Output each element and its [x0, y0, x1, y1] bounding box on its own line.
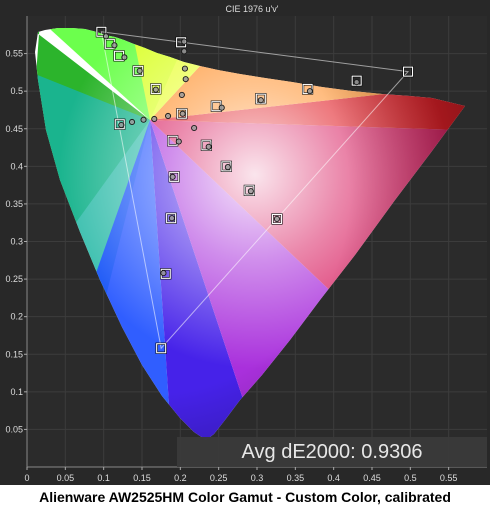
target-square — [156, 343, 167, 354]
measured-point — [179, 110, 186, 117]
data-marks — [95, 26, 414, 354]
measured-point — [182, 76, 189, 83]
target-square — [271, 213, 282, 224]
y-tick-label: 0.35 — [5, 199, 23, 209]
x-tick-label: 0.05 — [57, 473, 75, 483]
measured-point — [160, 270, 167, 277]
measured-point — [224, 164, 231, 171]
target-square — [402, 66, 414, 77]
measured-point — [178, 91, 185, 98]
chart-title: CIE 1976 u'v' — [226, 4, 279, 14]
target-square — [166, 213, 177, 224]
axis-ticks: 0 0.05 0.1 0.15 0.2 0.25 0.3 0.35 0.4 0.45 0.5 0.55… — [5, 16, 487, 483]
measured-point — [121, 54, 128, 61]
chart-svg: 0 0.05 0.1 0.15 0.2 0.25 0.3 0.35 0.4 0.45 0.5 0.55… — [5, 4, 487, 483]
avg-de-annotation: Avg dE2000: 0.9306 — [177, 437, 487, 467]
y-tick-label: 0.25 — [5, 274, 23, 284]
chart-caption: Alienware AW2525HM Color Gamut - Custom … — [0, 485, 490, 510]
target-square — [114, 119, 125, 130]
x-tick-label: 0.2 — [174, 473, 187, 483]
measured-point — [118, 121, 125, 129]
chart-area: 0 0.05 0.1 0.15 0.2 0.25 0.3 0.35 0.4 0.45 0.5 0.55… — [0, 0, 490, 485]
y-tick-label: 0.45 — [5, 124, 23, 134]
measured-point — [151, 115, 158, 123]
y-tick-label: 0.55 — [5, 49, 23, 59]
target-square — [221, 161, 232, 172]
measured-point — [136, 67, 143, 74]
measured-point — [218, 104, 225, 111]
measured-point — [152, 86, 159, 93]
measured-point — [165, 112, 172, 120]
measured-point — [169, 173, 176, 180]
measured-point — [353, 79, 360, 86]
x-tick-label: 0.3 — [251, 473, 264, 483]
gamut-triangle — [100, 31, 410, 350]
measured-point — [168, 215, 175, 222]
x-tick-label: 0.55 — [440, 473, 458, 483]
x-tick-label: 0.1 — [97, 473, 110, 483]
x-tick-label: 0.35 — [287, 473, 305, 483]
measured-point — [102, 33, 110, 40]
measured-point — [191, 124, 198, 132]
y-tick-label: 0.5 — [10, 86, 23, 96]
target-square — [150, 83, 161, 94]
target-square — [176, 108, 187, 119]
measured-point — [247, 188, 254, 195]
measured-point — [181, 48, 188, 55]
x-tick-label: 0.5 — [404, 473, 417, 483]
avg-de-text: Avg dE2000: 0.9306 — [241, 441, 423, 463]
y-tick-label: 0.4 — [10, 161, 23, 171]
x-tick-label: 0 — [24, 473, 29, 483]
y-tick-label: 0.05 — [5, 424, 23, 434]
measured-point — [181, 65, 188, 72]
y-tick-label: 0.15 — [5, 349, 23, 359]
target-square — [96, 26, 107, 37]
measured-point — [257, 97, 264, 104]
measured-point — [128, 118, 136, 126]
measured-point — [306, 88, 313, 95]
x-tick-label: 0.4 — [327, 473, 340, 483]
measured-point — [181, 38, 188, 45]
y-tick-label: 0.2 — [10, 312, 23, 322]
measured-point — [273, 215, 280, 222]
x-tick-label: 0.25 — [210, 473, 228, 483]
measured-point — [140, 116, 147, 123]
y-tick-label: 0.3 — [10, 237, 23, 247]
measured-point — [175, 138, 182, 145]
measured-point — [205, 143, 212, 150]
x-tick-label: 0.15 — [133, 473, 151, 483]
target-square — [244, 185, 255, 196]
target-square — [302, 83, 313, 94]
x-tick-label: 0.45 — [363, 473, 381, 483]
y-tick-label: 0.1 — [10, 387, 23, 397]
measured-point — [111, 42, 118, 49]
